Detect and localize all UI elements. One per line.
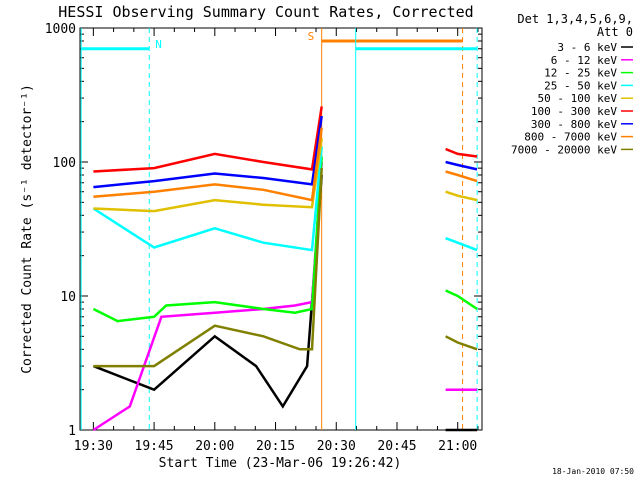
series-line-7 (93, 127, 478, 202)
legend-entry-label: 50 - 100 keV (538, 92, 618, 105)
x-tick-label: 21:00 (438, 439, 477, 454)
series-line-6 (93, 115, 478, 189)
legend-entry-label: 800 - 7000 keV (524, 131, 617, 144)
flag-label: N (155, 38, 162, 51)
series-line-4 (93, 138, 478, 213)
legend-entry-label: 12 - 25 keV (544, 67, 617, 80)
series-group (92, 106, 478, 432)
y-tick-label: 1000 (45, 22, 76, 37)
legend-entry-label: 7000 - 20000 keV (511, 143, 617, 156)
y-tick-label: 100 (53, 156, 76, 171)
plot-frame (79, 27, 483, 431)
flag-label: S (308, 30, 315, 43)
legend-entry-label: 300 - 800 keV (531, 118, 617, 131)
x-tick-label: 19:30 (74, 439, 113, 454)
series-line-3 (92, 146, 478, 252)
legend-entry-label: 100 - 300 keV (531, 105, 617, 118)
y-tick-label: 10 (60, 290, 76, 305)
series-line-0 (92, 174, 478, 432)
x-axis-label: Start Time (23-Mar-06 19:26:42) (159, 456, 402, 471)
observing-flags: NS (80, 28, 478, 430)
legend-entry-label: 6 - 12 keV (551, 54, 618, 67)
series-line-2 (92, 156, 478, 323)
chart-title: HESSI Observing Summary Count Rates, Cor… (58, 3, 473, 21)
x-tick-label: 20:45 (377, 439, 416, 454)
y-tick-label: 1 (68, 424, 76, 439)
legend-entry-label: 3 - 6 keV (557, 41, 617, 54)
x-tick-label: 20:15 (256, 439, 295, 454)
x-tick-label: 19:45 (135, 439, 174, 454)
x-tick-label: 20:00 (195, 439, 234, 454)
series-line-1 (92, 161, 478, 432)
axes-group: 1 10 100 1000 19:30 19:45 20:00 20:15 20:30 20:45… (45, 22, 482, 454)
series-line-8 (93, 168, 478, 368)
legend-entry-label: 25 - 50 keV (544, 79, 617, 92)
x-tick-label: 20:30 (317, 439, 356, 454)
series-line-5 (93, 106, 478, 173)
y-axis-label: Corrected Count Rate (s⁻¹ detector⁻¹) (20, 84, 35, 374)
legend-title: Det 1,3,4,5,6,9, Att 0 (517, 12, 633, 39)
footer-timestamp: 18-Jan-2010 07:50 (552, 467, 634, 476)
